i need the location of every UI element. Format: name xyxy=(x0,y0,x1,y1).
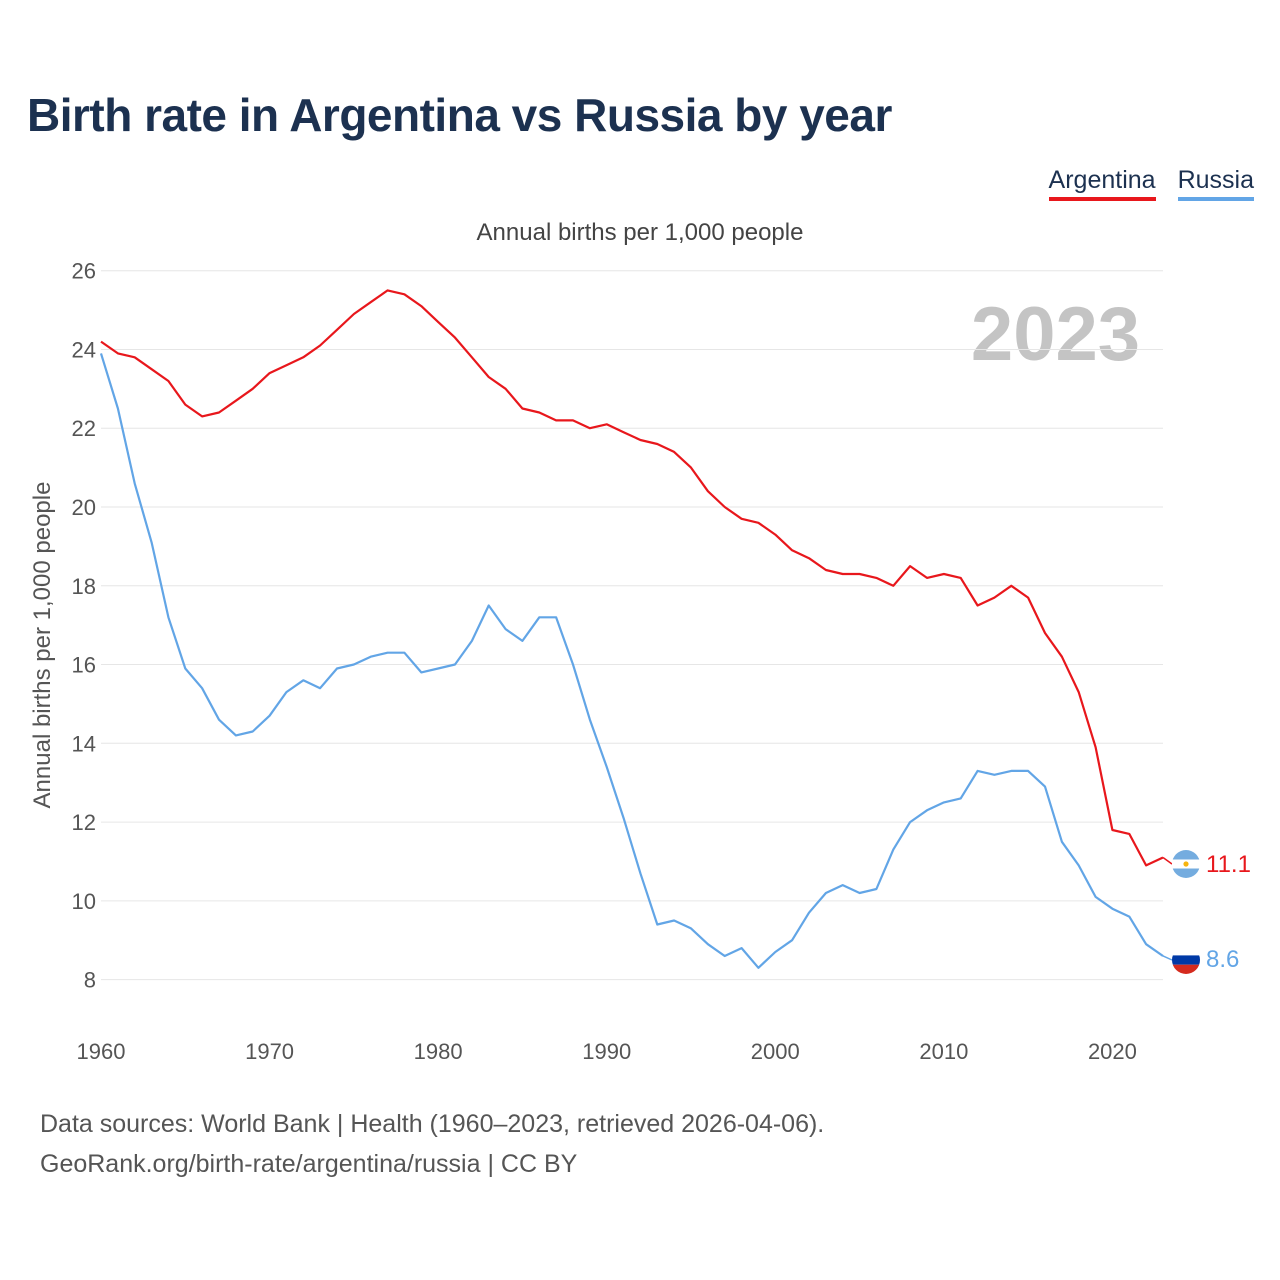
y-tick-label: 18 xyxy=(72,574,96,599)
russia-flag-icon xyxy=(1172,946,1200,974)
y-tick-label: 12 xyxy=(72,810,96,835)
series-line-russia xyxy=(99,353,1164,969)
series-line-argentina xyxy=(100,289,1164,867)
chart-title: Birth rate in Argentina vs Russia by yea… xyxy=(27,89,892,141)
russia-end-value: 8.6 xyxy=(1206,946,1239,973)
argentina-end-connector xyxy=(1162,856,1173,865)
data-source-note: Data sources: World Bank | Health (1960–… xyxy=(40,1110,825,1138)
legend: Argentina Russia xyxy=(1048,166,1254,201)
legend-item-argentina[interactable]: Argentina xyxy=(1048,166,1156,201)
y-tick-label: 24 xyxy=(72,337,96,362)
y-tick-label: 26 xyxy=(72,259,96,284)
x-tick-label: 1990 xyxy=(582,1039,631,1064)
x-axis-ticks: 1960 1970 1980 1990 2000 2010 2020 xyxy=(77,1039,1137,1064)
x-tick-label: 1970 xyxy=(245,1039,294,1064)
series-lines xyxy=(99,289,1164,969)
y-tick-label: 20 xyxy=(72,495,96,520)
legend-item-russia[interactable]: Russia xyxy=(1177,166,1254,201)
year-watermark: 2023 xyxy=(971,292,1140,377)
y-axis-label: Annual births per 1,000 people xyxy=(29,482,56,809)
x-tick-label: 1960 xyxy=(77,1039,126,1064)
y-axis-ticks: 8 10 12 14 16 18 20 22 24 26 xyxy=(72,259,96,993)
x-tick-label: 2000 xyxy=(751,1039,800,1064)
line-chart: Annual births per 1,000 people Annual bi… xyxy=(29,219,1251,1064)
chart-subtitle: Annual births per 1,000 people xyxy=(477,219,804,246)
footer: Data sources: World Bank | Health (1960–… xyxy=(40,1104,824,1184)
source-link[interactable]: GeoRank.org/birth-rate/argentina/russia … xyxy=(40,1150,578,1178)
x-tick-label: 1980 xyxy=(414,1039,463,1064)
argentina-flag-icon xyxy=(1172,850,1200,878)
x-tick-label: 2020 xyxy=(1088,1039,1137,1064)
y-tick-label: 16 xyxy=(72,653,96,678)
y-tick-label: 22 xyxy=(72,416,96,441)
russia-end-connector xyxy=(1162,955,1173,961)
y-tick-label: 8 xyxy=(84,968,96,993)
y-tick-label: 10 xyxy=(72,889,96,914)
argentina-end-value: 11.1 xyxy=(1206,851,1251,878)
grid xyxy=(101,270,1163,981)
y-tick-label: 14 xyxy=(72,731,96,756)
x-tick-label: 2010 xyxy=(919,1039,968,1064)
